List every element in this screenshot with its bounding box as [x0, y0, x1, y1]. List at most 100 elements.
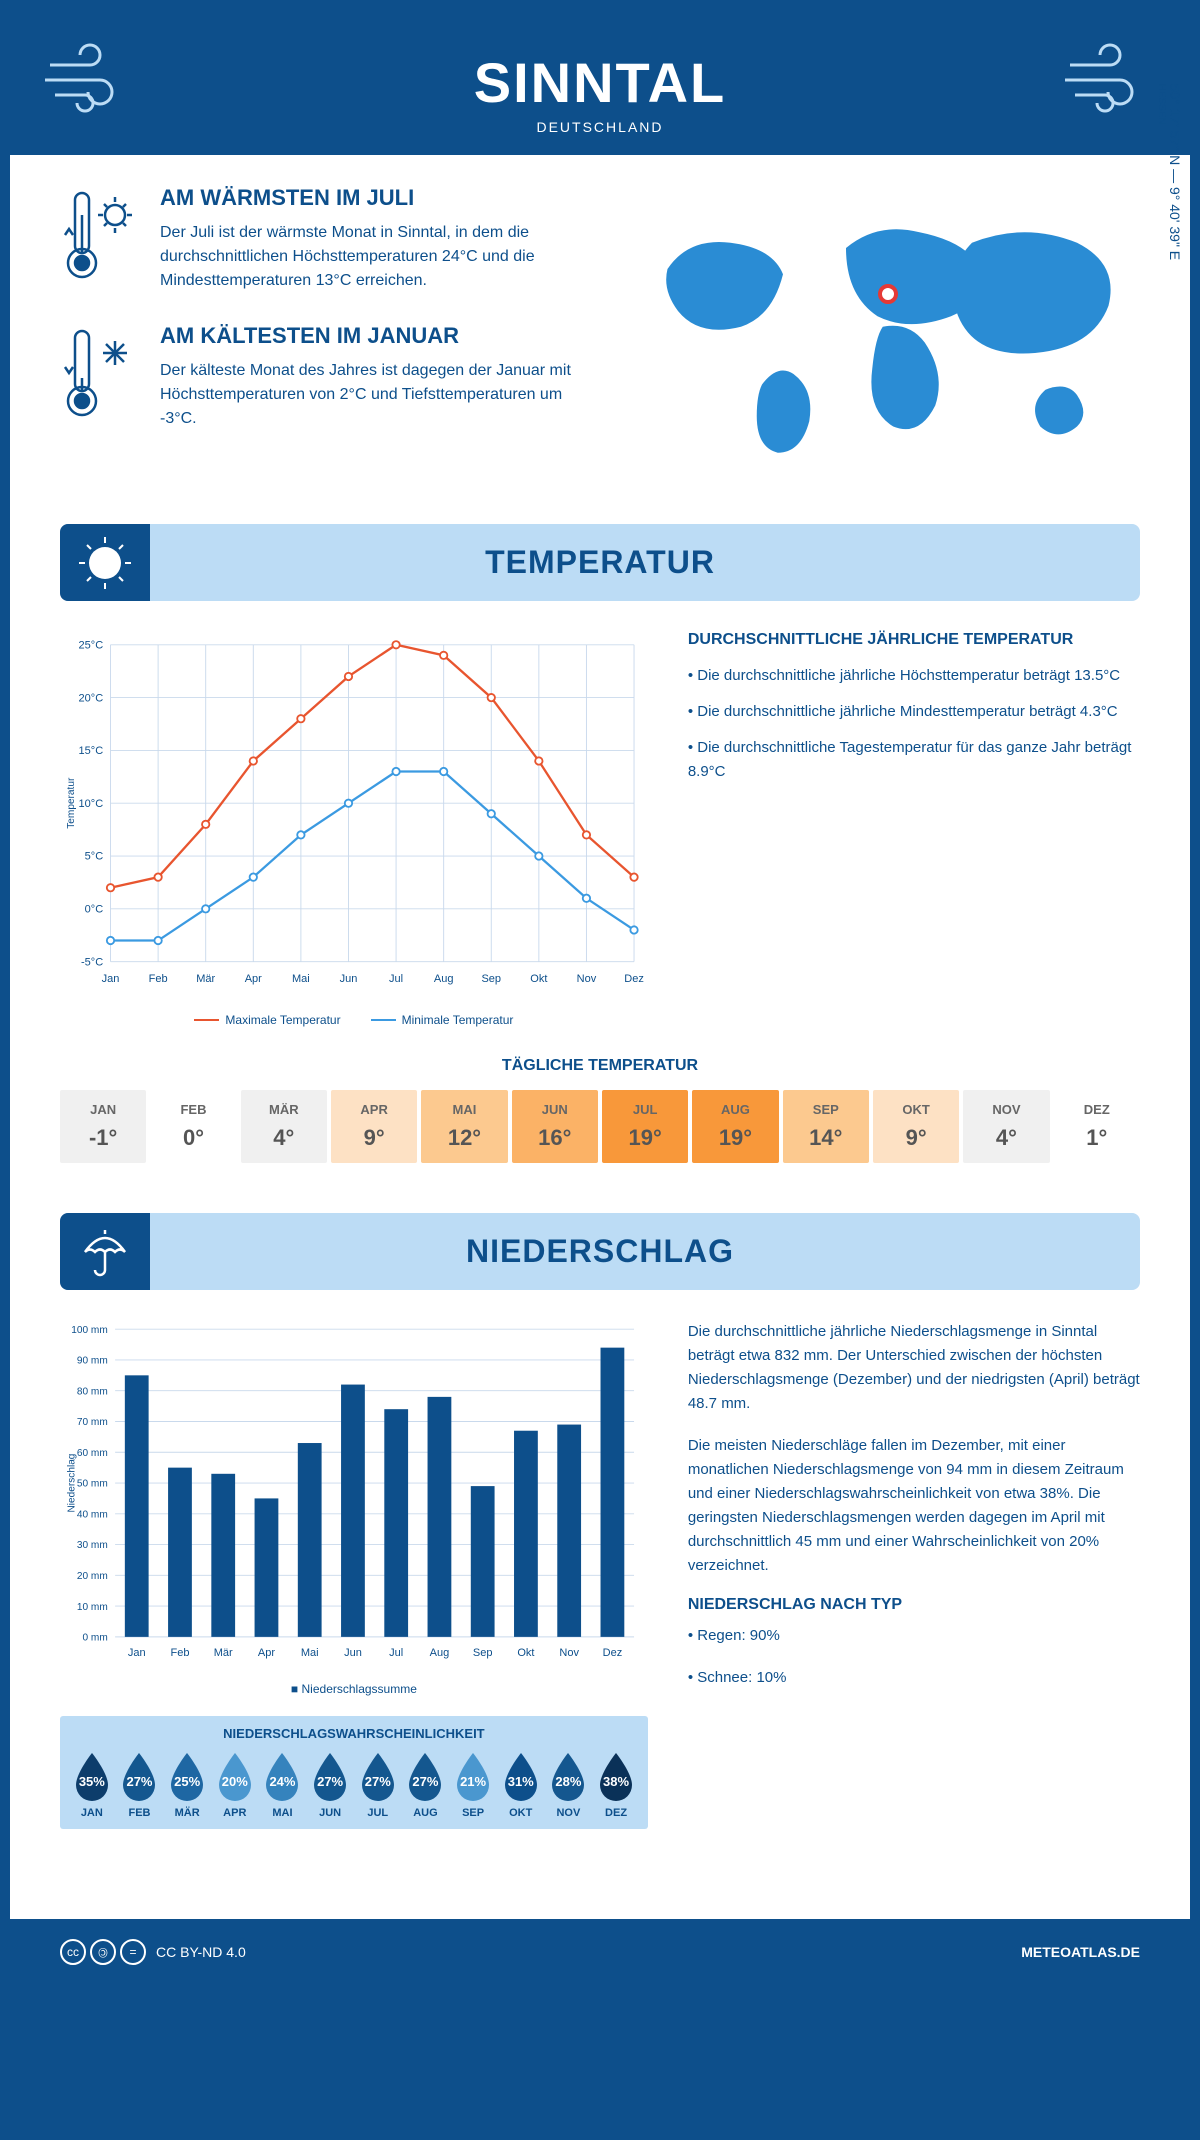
daily-cell: JUN16° [512, 1090, 598, 1163]
prob-cell: 27%JUL [356, 1751, 400, 1819]
temperature-header: TEMPERATUR [60, 524, 1140, 601]
prob-cell: 25%MÄR [165, 1751, 209, 1819]
svg-text:90 mm: 90 mm [77, 1356, 108, 1367]
by-icon: 🄯 [90, 1939, 116, 1965]
svg-text:Jan: Jan [128, 1648, 146, 1660]
thermometer-snow-icon [60, 323, 140, 431]
precipitation-header: NIEDERSCHLAG [60, 1213, 1140, 1290]
warmest-text: Der Juli ist der wärmste Monat in Sinnta… [160, 221, 585, 293]
svg-text:5°C: 5°C [85, 851, 104, 863]
daily-cell: NOV4° [963, 1090, 1049, 1163]
svg-text:Aug: Aug [434, 973, 454, 985]
svg-text:20 mm: 20 mm [77, 1571, 108, 1582]
svg-text:Feb: Feb [170, 1648, 189, 1660]
prob-cell: 38%DEZ [594, 1751, 638, 1819]
daily-cell: JAN-1° [60, 1090, 146, 1163]
svg-text:Dez: Dez [603, 1648, 623, 1660]
svg-text:Jun: Jun [340, 973, 358, 985]
svg-text:Mär: Mär [196, 973, 215, 985]
svg-text:Feb: Feb [149, 973, 168, 985]
world-map: 50° 17' 57" N — 9° 40' 39" E HESSEN [615, 185, 1140, 484]
svg-text:-5°C: -5°C [81, 956, 103, 968]
daily-cell: JUL19° [602, 1090, 688, 1163]
coordinates: 50° 17' 57" N — 9° 40' 39" E HESSEN [1157, 83, 1184, 260]
svg-text:Jun: Jun [344, 1648, 362, 1660]
svg-text:40 mm: 40 mm [77, 1510, 108, 1521]
svg-text:0°C: 0°C [85, 904, 104, 916]
precipitation-chart: 0 mm 10 mm 20 mm 30 mm 40 mm 50 mm 60 mm 70 mm 8… [60, 1320, 648, 1696]
daily-cell: SEP14° [783, 1090, 869, 1163]
svg-text:Aug: Aug [430, 1648, 450, 1660]
daily-temp-title: TÄGLICHE TEMPERATUR [60, 1057, 1140, 1075]
location-marker [878, 284, 898, 304]
cc-icon: cc [60, 1939, 86, 1965]
daily-cell: DEZ1° [1054, 1090, 1140, 1163]
svg-text:Nov: Nov [559, 1648, 579, 1660]
thermometer-sun-icon [60, 185, 140, 293]
svg-text:10 mm: 10 mm [77, 1602, 108, 1613]
wind-icon [1060, 40, 1160, 120]
daily-temp-grid: JAN-1°FEB0°MÄR4°APR9°MAI12°JUN16°JUL19°A… [60, 1090, 1140, 1163]
sun-icon [60, 524, 150, 601]
svg-text:Mai: Mai [301, 1648, 319, 1660]
svg-text:Niederschlag: Niederschlag [67, 1454, 78, 1513]
prob-cell: 35%JAN [70, 1751, 114, 1819]
svg-text:Jul: Jul [389, 973, 403, 985]
page-subtitle: DEUTSCHLAND [30, 119, 1170, 135]
svg-text:60 mm: 60 mm [77, 1448, 108, 1459]
wind-icon [40, 40, 140, 120]
svg-text:Jan: Jan [102, 973, 120, 985]
svg-text:Okt: Okt [517, 1648, 534, 1660]
chart-legend: Maximale Temperatur Minimale Temperatur [60, 1013, 648, 1027]
site-name: METEOATLAS.DE [1021, 1944, 1140, 1960]
svg-text:25°C: 25°C [79, 639, 104, 651]
svg-text:Jul: Jul [389, 1648, 403, 1660]
prob-title: NIEDERSCHLAGSWAHRSCHEINLICHKEIT [70, 1726, 638, 1741]
svg-text:100 mm: 100 mm [71, 1325, 107, 1336]
svg-text:Nov: Nov [577, 973, 597, 985]
prob-cell: 27%FEB [118, 1751, 162, 1819]
daily-cell: MÄR4° [241, 1090, 327, 1163]
svg-text:Apr: Apr [245, 973, 262, 985]
svg-text:10°C: 10°C [79, 798, 104, 810]
svg-text:Mär: Mär [214, 1648, 233, 1660]
svg-text:30 mm: 30 mm [77, 1541, 108, 1552]
footer: cc 🄯 = CC BY-ND 4.0 METEOATLAS.DE [10, 1919, 1190, 1985]
prob-cell: 21%SEP [451, 1751, 495, 1819]
prob-cell: 24%MAI [261, 1751, 305, 1819]
svg-text:Sep: Sep [481, 973, 501, 985]
svg-text:50 mm: 50 mm [77, 1479, 108, 1490]
probability-box: NIEDERSCHLAGSWAHRSCHEINLICHKEIT 35%JAN27… [60, 1716, 648, 1829]
coldest-text: Der kälteste Monat des Jahres ist dagege… [160, 359, 585, 431]
nd-icon: = [120, 1939, 146, 1965]
daily-cell: APR9° [331, 1090, 417, 1163]
svg-text:80 mm: 80 mm [77, 1387, 108, 1398]
world-map-svg [615, 185, 1140, 479]
coldest-title: AM KÄLTESTEN IM JANUAR [160, 323, 585, 349]
section-title: NIEDERSCHLAG [80, 1233, 1120, 1270]
daily-cell: OKT9° [873, 1090, 959, 1163]
svg-text:20°C: 20°C [79, 692, 104, 704]
prob-cell: 27%JUN [308, 1751, 352, 1819]
intro-section: AM WÄRMSTEN IM JULI Der Juli ist der wär… [60, 185, 1140, 484]
temperature-summary: DURCHSCHNITTLICHE JÄHRLICHE TEMPERATUR •… [688, 631, 1140, 1027]
prob-cell: 27%AUG [404, 1751, 448, 1819]
svg-text:Okt: Okt [530, 973, 547, 985]
prob-cell: 31%OKT [499, 1751, 543, 1819]
temperature-chart: -5°C0°C5°C10°C15°C20°C25°CJanFebMärAprMa… [60, 631, 648, 1027]
svg-text:Temperatur: Temperatur [66, 777, 77, 829]
prob-cell: 20%APR [213, 1751, 257, 1819]
precipitation-summary: Die durchschnittliche jährliche Niedersc… [688, 1320, 1140, 1829]
svg-text:Mai: Mai [292, 973, 310, 985]
umbrella-icon [60, 1213, 150, 1290]
daily-cell: FEB0° [150, 1090, 236, 1163]
svg-text:70 mm: 70 mm [77, 1418, 108, 1429]
section-title: TEMPERATUR [80, 544, 1120, 581]
bar-legend: Niederschlagssumme [60, 1682, 648, 1696]
page-title: SINNTAL [30, 50, 1170, 115]
svg-text:Apr: Apr [258, 1648, 275, 1660]
daily-cell: AUG19° [692, 1090, 778, 1163]
license-text: CC BY-ND 4.0 [156, 1944, 246, 1960]
svg-text:0 mm: 0 mm [83, 1633, 108, 1644]
warmest-feature: AM WÄRMSTEN IM JULI Der Juli ist der wär… [60, 185, 585, 293]
